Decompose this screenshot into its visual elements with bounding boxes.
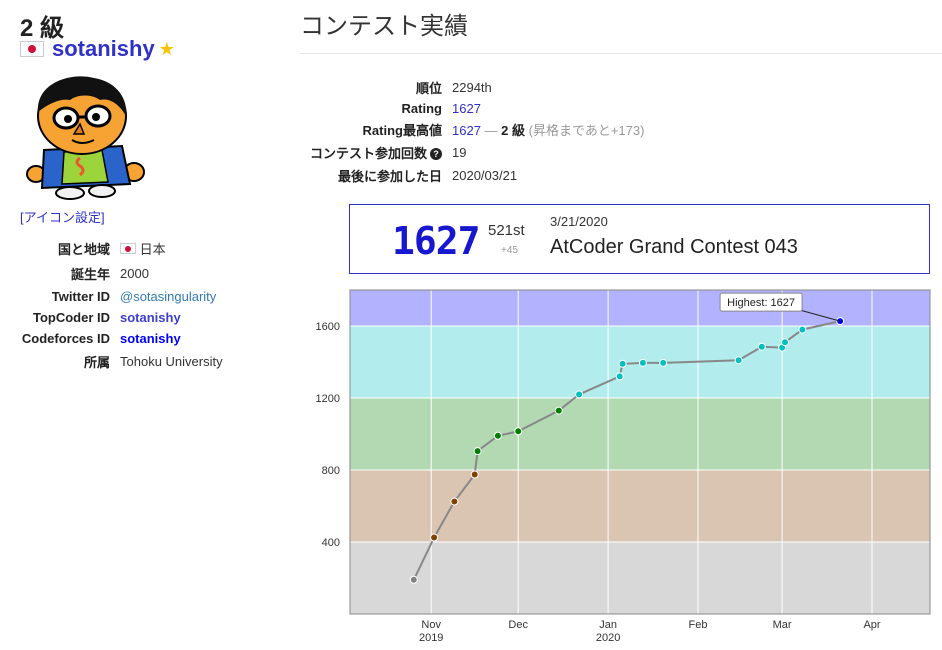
plot-frame (349, 289, 931, 615)
rating-point (450, 497, 459, 506)
affiliation-label: 所属 (83, 355, 110, 370)
rating-band-0 (350, 542, 930, 614)
contest-history-title: コンテスト実績 (300, 13, 468, 40)
title-divider (300, 53, 942, 54)
codeforces-link[interactable]: sotanishy (120, 331, 181, 346)
rating-point (493, 431, 502, 440)
y-tick-label: 1600 (316, 321, 340, 333)
y-tick-label: 800 (322, 465, 340, 477)
rating-point (470, 470, 479, 479)
rating-point (430, 533, 439, 542)
stats-row-highest: Rating最高値 1627 — 2 級 (昇格まであと+173) (296, 118, 645, 141)
card-delta: +45 (501, 245, 518, 256)
rating-band-2 (350, 398, 930, 470)
stats-row-count: コンテスト参加回数? 19 (296, 141, 644, 164)
rating-point (757, 342, 766, 351)
stats-row-rank: 順位 2294th (296, 76, 644, 99)
rating-point (514, 427, 523, 436)
country-label: 国と地域 (57, 242, 110, 257)
tooltip-box (719, 292, 803, 312)
stats-row-last: 最後に参加した日 2020/03/21 (296, 164, 644, 187)
topcoder-label: TopCoder ID (32, 310, 110, 325)
y-tick-label: 400 (322, 537, 340, 549)
birth-label: 誕生年 (70, 267, 110, 282)
user-line: sotanishy ★ (20, 36, 175, 62)
country-cell: 日本 (120, 236, 223, 261)
help-icon[interactable]: ? (430, 148, 442, 160)
avatar (26, 76, 145, 200)
contest-stats-table: 順位 2294th Rating 1627 Rating最高値 1627 — 2… (296, 76, 644, 187)
rating-point (781, 338, 789, 347)
last-label: 最後に参加した日 (337, 169, 442, 184)
highest-label: Rating最高値 (362, 123, 442, 138)
japan-flag-icon (120, 243, 136, 254)
stats-row-rating: Rating 1627 (296, 99, 644, 118)
x-tick-label: Feb (689, 619, 708, 631)
x-tick-label: Dec (508, 619, 528, 631)
x-tick-label: Apr (863, 619, 880, 631)
contest-detail-card: 1627 521st +45 3/21/2020 AtCoder Grand C… (349, 204, 930, 274)
count-value: 19 (452, 145, 467, 160)
tooltip-pointer (799, 309, 841, 322)
count-label: コンテスト参加回数 (309, 146, 427, 161)
rank-value: 2294th (452, 80, 492, 95)
rating-label: Rating (401, 101, 442, 116)
icon-settings-link[interactable]: [アイコン設定] (20, 210, 105, 225)
rating-point (638, 358, 647, 367)
profile-row-codeforces: Codeforces ID sotanishy (12, 328, 223, 349)
codeforces-label: Codeforces ID (21, 331, 110, 346)
rating-band-4 (350, 290, 930, 326)
rank-label: 順位 (415, 81, 442, 96)
y-tick-label: 1200 (316, 393, 340, 405)
affiliation-value: Tohoku University (120, 354, 223, 369)
card-rating: 1627 (392, 219, 481, 263)
card-date: 3/21/2020 (550, 214, 608, 229)
rating-band-1 (350, 470, 930, 542)
japan-flag-icon (20, 41, 44, 57)
promotion-note: (昇格まであと+173) (528, 123, 645, 138)
star-icon: ★ (158, 38, 175, 59)
profile-row-twitter: Twitter ID @sotasingularity (12, 286, 223, 307)
rating-value: 1627 (452, 101, 481, 116)
x-tick-sublabel: 2019 (419, 632, 443, 644)
country-value: 日本 (139, 242, 166, 257)
twitter-link[interactable]: @sotasingularity (120, 289, 217, 304)
x-tick-label: Mar (773, 619, 792, 631)
rating-point (473, 447, 482, 456)
profile-row-affiliation: 所属 Tohoku University (12, 349, 223, 374)
rating-point (836, 317, 845, 326)
x-tick-label: Jan (599, 619, 617, 631)
card-contest-name: AtCoder Grand Contest 043 (550, 236, 798, 258)
last-value: 2020/03/21 (452, 168, 518, 183)
rating-point (659, 358, 668, 367)
highest-value: 1627 (452, 123, 481, 138)
rating-point (615, 372, 624, 381)
card-place: 521st (488, 222, 525, 239)
profile-row-birth: 誕生年 2000 (12, 261, 223, 286)
rating-point (798, 325, 807, 334)
profile-table: 国と地域 日本 誕生年 2000 Twitter ID @sotasingula… (12, 236, 223, 374)
username-link[interactable]: sotanishy (52, 36, 155, 61)
highest-grade: 2 級 (501, 123, 526, 138)
rating-point (618, 359, 627, 368)
profile-row-topcoder: TopCoder ID sotanishy (12, 307, 223, 328)
highest-tooltip: Highest: 1627 (727, 297, 795, 309)
rating-point (734, 356, 743, 365)
rating-point (575, 390, 584, 399)
highest-dash: — (484, 123, 498, 138)
x-tick-sublabel: 2020 (596, 632, 620, 644)
rank-label: 2 級 (20, 15, 65, 42)
twitter-label: Twitter ID (51, 289, 110, 304)
profile-row-country: 国と地域 日本 (12, 236, 223, 261)
birth-value: 2000 (120, 266, 149, 281)
topcoder-link[interactable]: sotanishy (120, 310, 181, 325)
rating-point (554, 406, 563, 415)
x-tick-label: Nov (421, 619, 441, 631)
rating-point (409, 575, 418, 584)
